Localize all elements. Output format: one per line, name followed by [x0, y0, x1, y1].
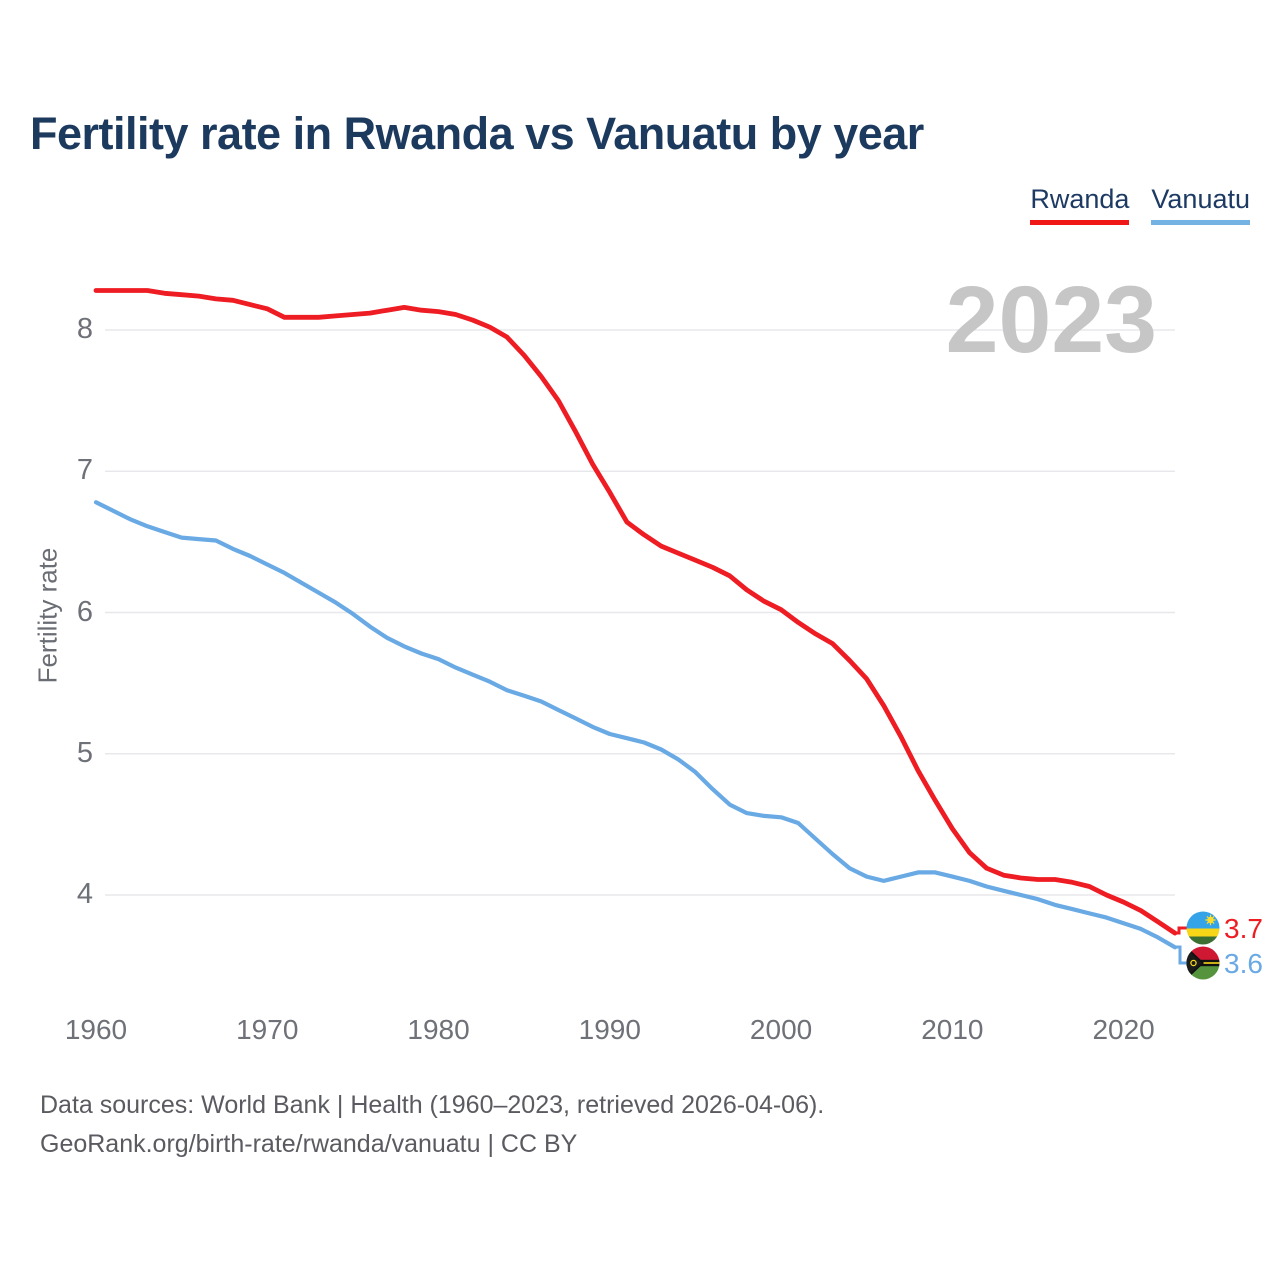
- year-watermark: 2023: [946, 267, 1157, 373]
- x-tick-1990: 1990: [578, 1014, 641, 1045]
- rwanda-end-value: 3.7: [1224, 913, 1263, 944]
- x-tick-1970: 1970: [236, 1014, 299, 1045]
- y-tick-8: 8: [76, 313, 93, 345]
- rwanda-label-connector: [1175, 926, 1187, 935]
- legend-item-rwanda[interactable]: Rwanda: [1030, 184, 1130, 225]
- x-tick-2020: 2020: [1092, 1014, 1155, 1045]
- x-tick-2000: 2000: [749, 1014, 813, 1045]
- page-title: Fertility rate in Rwanda vs Vanuatu by y…: [30, 108, 924, 159]
- y-tick-5: 5: [76, 736, 93, 769]
- y-tick-7: 7: [76, 454, 93, 487]
- legend: Rwanda Vanuatu: [1030, 184, 1250, 225]
- vanuatu-line[interactable]: [93, 500, 1178, 950]
- source-line-1: Data sources: World Bank | Health (1960–…: [40, 1091, 825, 1119]
- x-tick-1960: 1960: [64, 1014, 128, 1045]
- rwanda-flag-icon: [1186, 911, 1220, 945]
- vanuatu-label-connector: [1175, 945, 1187, 965]
- source-line-2: GeoRank.org/birth-rate/rwanda/vanuatu | …: [40, 1130, 578, 1158]
- gridlines: [105, 329, 1175, 896]
- y-tick-6: 6: [76, 595, 93, 628]
- x-tick-2010: 2010: [921, 1014, 984, 1045]
- y-tick-4: 4: [76, 878, 93, 910]
- legend-item-vanuatu[interactable]: Vanuatu: [1151, 184, 1250, 225]
- rwanda-line[interactable]: [93, 288, 1178, 936]
- vanuatu-end-value: 3.6: [1224, 948, 1263, 979]
- source-attribution: Data sources: World Bank | Health (1960–…: [40, 1086, 824, 1164]
- x-tick-1980: 1980: [407, 1014, 470, 1045]
- vanuatu-flag-icon: [1186, 946, 1220, 980]
